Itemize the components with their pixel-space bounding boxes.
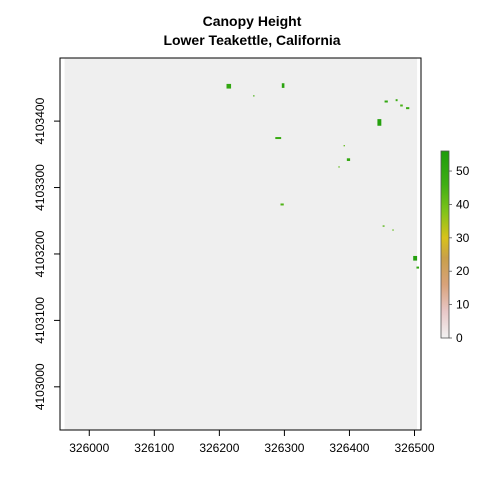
legend-ticks: 0 10 20 30 40 50: [449, 164, 470, 345]
legend-tick-label: 40: [456, 197, 470, 211]
y-axis: 4103000 4103100 4103200 4103300 4103400: [33, 97, 60, 410]
canopy-patch: [338, 166, 340, 168]
canopy-patch: [343, 145, 345, 147]
canopy-patch: [400, 104, 403, 107]
x-tick-label: 326400: [329, 441, 369, 455]
y-tick-label: 4103400: [33, 97, 47, 144]
x-tick-label: 326100: [134, 441, 174, 455]
legend-tick-label: 50: [456, 164, 470, 178]
plot-area: [64, 58, 420, 430]
x-axis: 326000 326100 326200 326300 326400 326500: [69, 430, 435, 455]
canopy-patch: [346, 158, 351, 161]
canopy-patch: [392, 229, 394, 231]
canopy-patch: [382, 225, 385, 227]
y-tick-label: 4103300: [33, 164, 47, 211]
chart-subtitle: Lower Teakettle, California: [163, 32, 340, 48]
x-tick-label: 326000: [69, 441, 109, 455]
raster-background: [64, 58, 418, 430]
y-tick-label: 4103000: [33, 363, 47, 410]
canopy-patch: [413, 255, 418, 261]
legend-tick-label: 10: [456, 298, 470, 312]
canopy-patch: [416, 266, 420, 269]
canopy-patch: [406, 107, 410, 110]
plot-frame: [59, 57, 422, 431]
y-tick-label: 4103200: [33, 230, 47, 277]
canopy-patch: [281, 83, 285, 88]
legend-tick-label: 20: [456, 264, 470, 278]
x-tick-label: 326200: [199, 441, 239, 455]
canopy-patch: [253, 95, 255, 97]
canopy-patch: [280, 203, 284, 206]
canopy-patch: [226, 83, 232, 89]
x-tick-label: 326300: [264, 441, 304, 455]
chart-title: Canopy Height: [203, 13, 302, 29]
legend-tick-label: 0: [456, 331, 463, 345]
y-tick-label: 4103100: [33, 297, 47, 344]
x-tick-label: 326500: [394, 441, 434, 455]
legend-tick-label: 30: [456, 231, 470, 245]
canopy-patch: [395, 99, 398, 102]
canopy-patch: [275, 137, 282, 140]
canopy-patch: [384, 100, 388, 103]
legend-color-bar: [440, 150, 450, 339]
color-legend: 0 10 20 30 40 50: [440, 150, 470, 345]
canopy-patches: [226, 83, 420, 269]
canopy-patch: [377, 119, 382, 126]
